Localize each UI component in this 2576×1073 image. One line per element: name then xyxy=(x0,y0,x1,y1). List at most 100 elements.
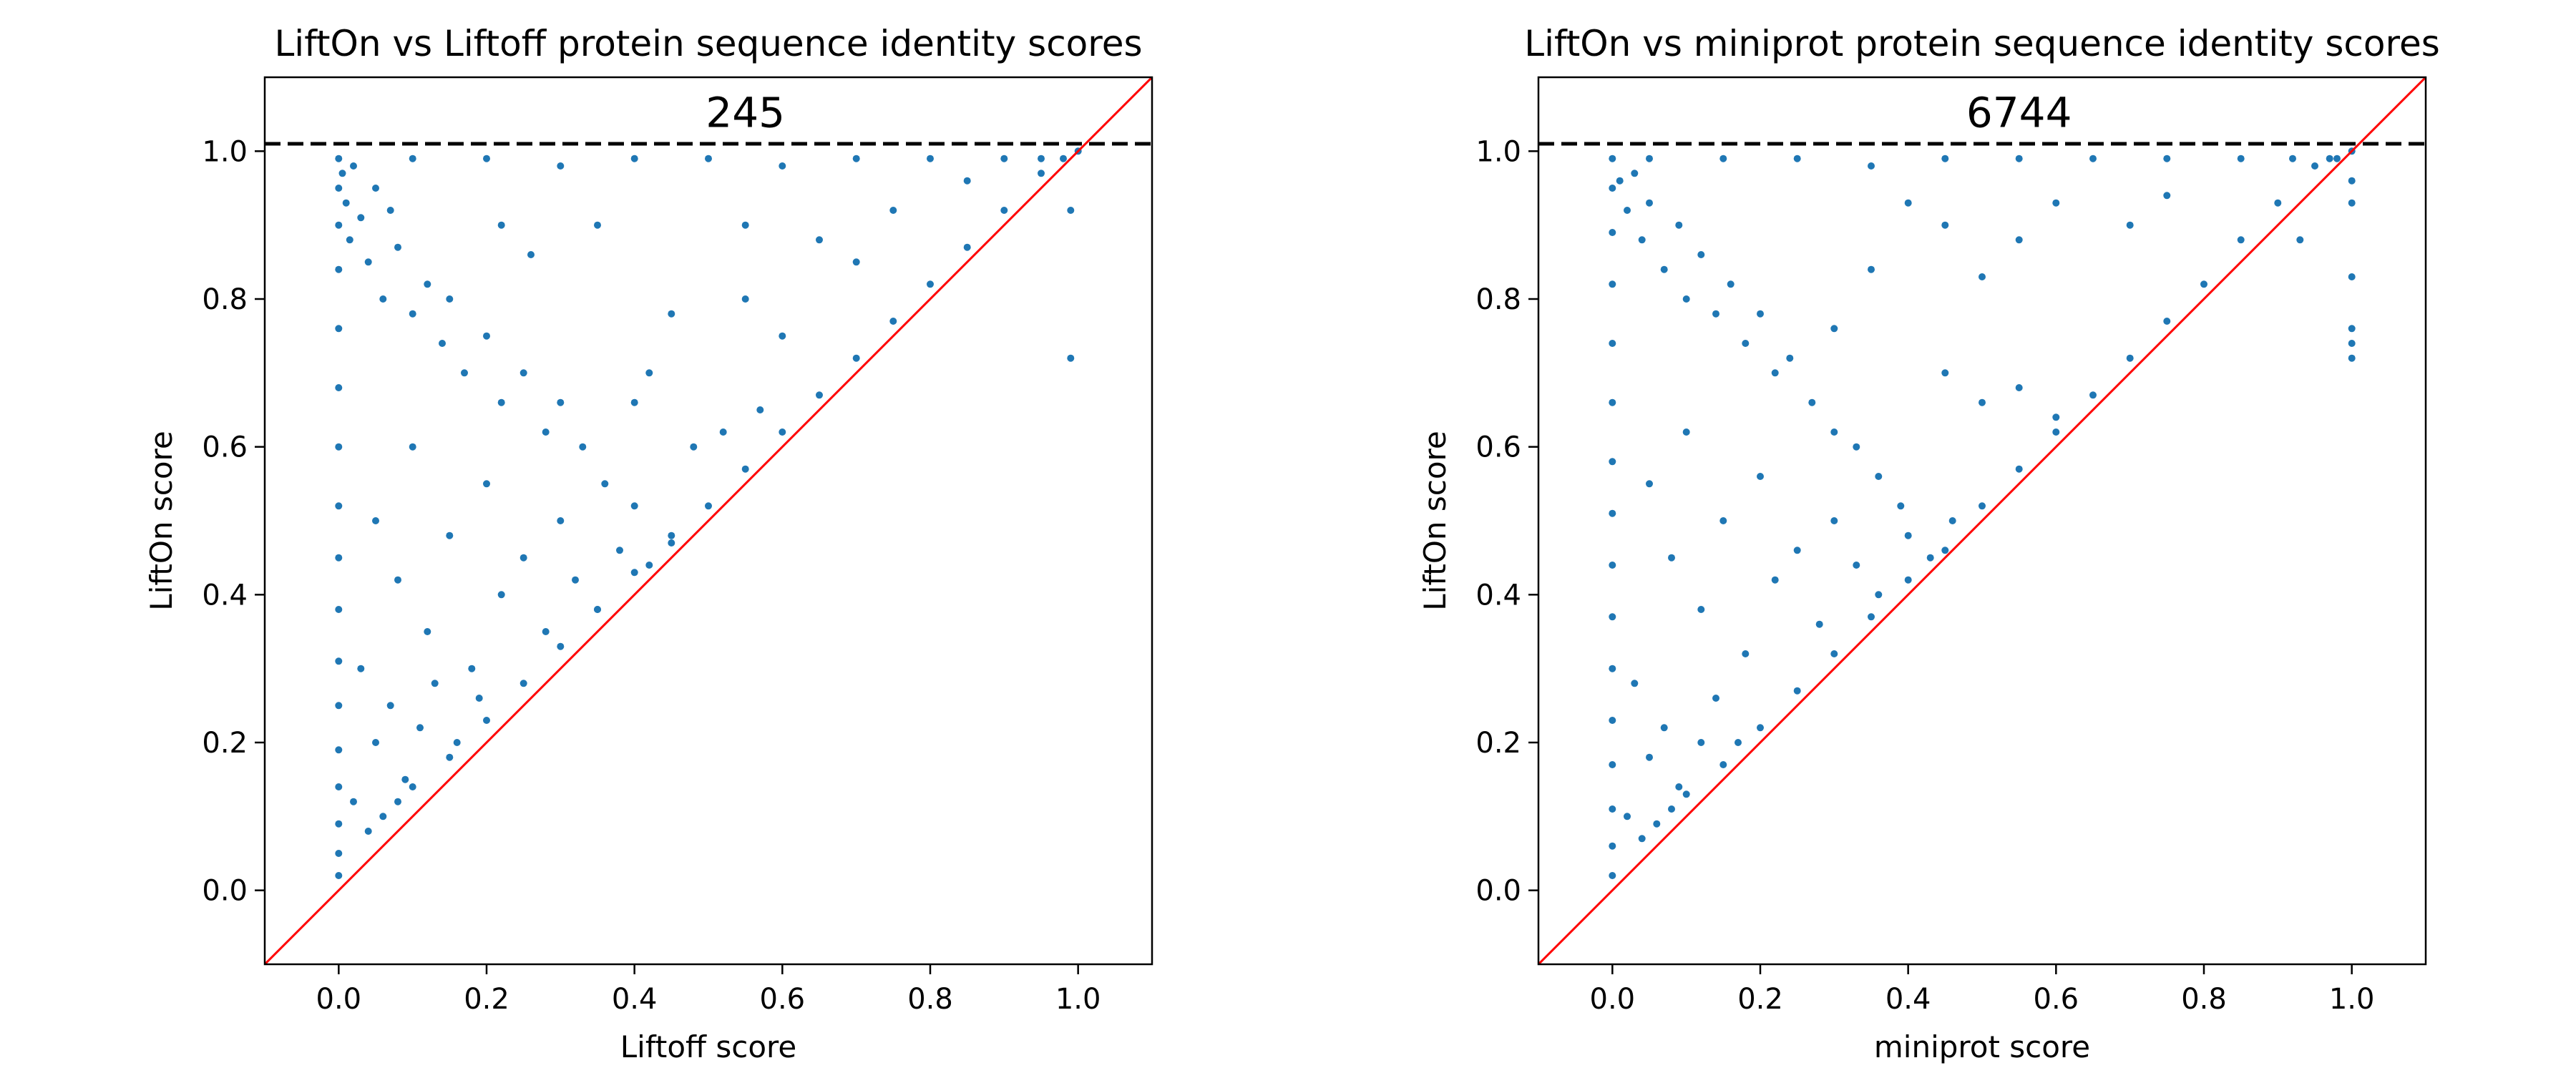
data-point xyxy=(386,207,394,214)
data-point xyxy=(2237,236,2245,244)
data-point xyxy=(335,820,343,828)
data-point xyxy=(386,702,394,710)
data-point xyxy=(1060,155,1067,162)
data-point xyxy=(1653,820,1661,828)
plot-area xyxy=(265,77,1152,964)
data-point xyxy=(645,369,653,377)
data-point xyxy=(335,443,343,451)
data-point xyxy=(705,155,712,162)
data-point xyxy=(372,185,379,192)
data-point xyxy=(668,310,675,318)
plot-area xyxy=(1538,77,2426,964)
data-point xyxy=(335,265,343,273)
data-point xyxy=(705,502,712,510)
data-point xyxy=(1646,753,1653,761)
data-point xyxy=(1979,502,1986,510)
data-point xyxy=(756,406,764,413)
data-point xyxy=(409,783,416,790)
data-point xyxy=(2289,155,2296,162)
data-point xyxy=(2326,155,2333,162)
data-point xyxy=(475,695,483,702)
count-annotation: 245 xyxy=(706,89,785,137)
data-point xyxy=(1609,458,1616,466)
data-point xyxy=(1682,428,1690,436)
data-point xyxy=(1941,369,1949,377)
data-point xyxy=(1609,185,1616,192)
data-point xyxy=(497,591,505,599)
data-point xyxy=(1875,591,1883,599)
data-point xyxy=(1682,295,1690,303)
x-axis-label: Liftoff score xyxy=(620,1029,796,1064)
data-point xyxy=(579,443,587,451)
data-point xyxy=(1038,155,1045,162)
data-point xyxy=(439,340,446,347)
data-point xyxy=(335,702,343,710)
data-point xyxy=(424,280,431,288)
data-point xyxy=(335,221,343,229)
data-point xyxy=(335,384,343,391)
data-point xyxy=(497,221,505,229)
data-point xyxy=(594,221,601,229)
data-point xyxy=(1646,199,1653,207)
data-point xyxy=(1719,761,1727,768)
data-point xyxy=(572,576,579,584)
y-tick-label: 0.4 xyxy=(202,579,248,612)
y-axis-label: LiftOn score xyxy=(1418,431,1453,610)
data-point xyxy=(2348,340,2356,347)
data-point xyxy=(2237,155,2245,162)
data-point xyxy=(1668,554,1675,562)
data-point xyxy=(1697,739,1705,746)
data-point xyxy=(2015,155,2023,162)
data-point xyxy=(2126,221,2134,229)
data-point xyxy=(852,354,860,362)
data-point xyxy=(2015,465,2023,473)
data-point xyxy=(1793,547,1801,554)
data-point xyxy=(927,155,934,162)
x-tick-label: 0.6 xyxy=(760,983,806,1016)
y-tick-label: 0.8 xyxy=(1475,283,1521,316)
data-point xyxy=(446,753,454,761)
y-tick-label: 0.4 xyxy=(1475,579,1521,612)
x-tick-label: 0.6 xyxy=(2034,983,2079,1016)
axes-frame xyxy=(263,76,1153,966)
data-point xyxy=(1904,576,1912,584)
data-point xyxy=(335,606,343,613)
data-point xyxy=(1609,280,1616,288)
data-point xyxy=(335,502,343,510)
data-point xyxy=(335,185,343,192)
data-point xyxy=(1757,310,1764,318)
data-point xyxy=(645,562,653,569)
data-point xyxy=(1830,517,1838,524)
data-point xyxy=(1742,650,1750,657)
data-point xyxy=(616,547,623,554)
data-point xyxy=(446,531,454,539)
data-point xyxy=(1631,170,1639,177)
data-point xyxy=(342,199,350,207)
data-point xyxy=(1609,562,1616,569)
data-point xyxy=(2052,413,2060,421)
data-point xyxy=(1771,369,1779,377)
x-tick-label: 0.8 xyxy=(907,983,953,1016)
data-point xyxy=(357,665,365,672)
data-point xyxy=(1815,620,1823,628)
data-point xyxy=(1697,606,1705,613)
data-point xyxy=(1941,547,1949,554)
chart-panel-2: 6744 0.0 0.2 0.4 0.6 0.8 1.0 0.0 0.2 0.4 0.6 0.8 1.0… xyxy=(1418,23,2440,1064)
data-point xyxy=(927,280,934,288)
data-point xyxy=(2348,177,2356,185)
data-point xyxy=(630,398,638,406)
data-point xyxy=(335,850,343,857)
y-tick-label: 0.0 xyxy=(1475,875,1521,908)
data-point xyxy=(719,428,727,436)
data-point xyxy=(1697,251,1705,258)
x-tick-label: 1.0 xyxy=(2329,983,2375,1016)
data-point xyxy=(409,310,416,318)
data-point xyxy=(1897,502,1905,510)
data-point xyxy=(2126,354,2134,362)
data-point xyxy=(2348,199,2356,207)
data-point xyxy=(1719,517,1727,524)
data-point xyxy=(1609,665,1616,672)
chart-title: LiftOn vs Liftoff protein sequence ident… xyxy=(274,23,1142,64)
x-tick-label: 0.2 xyxy=(464,983,509,1016)
